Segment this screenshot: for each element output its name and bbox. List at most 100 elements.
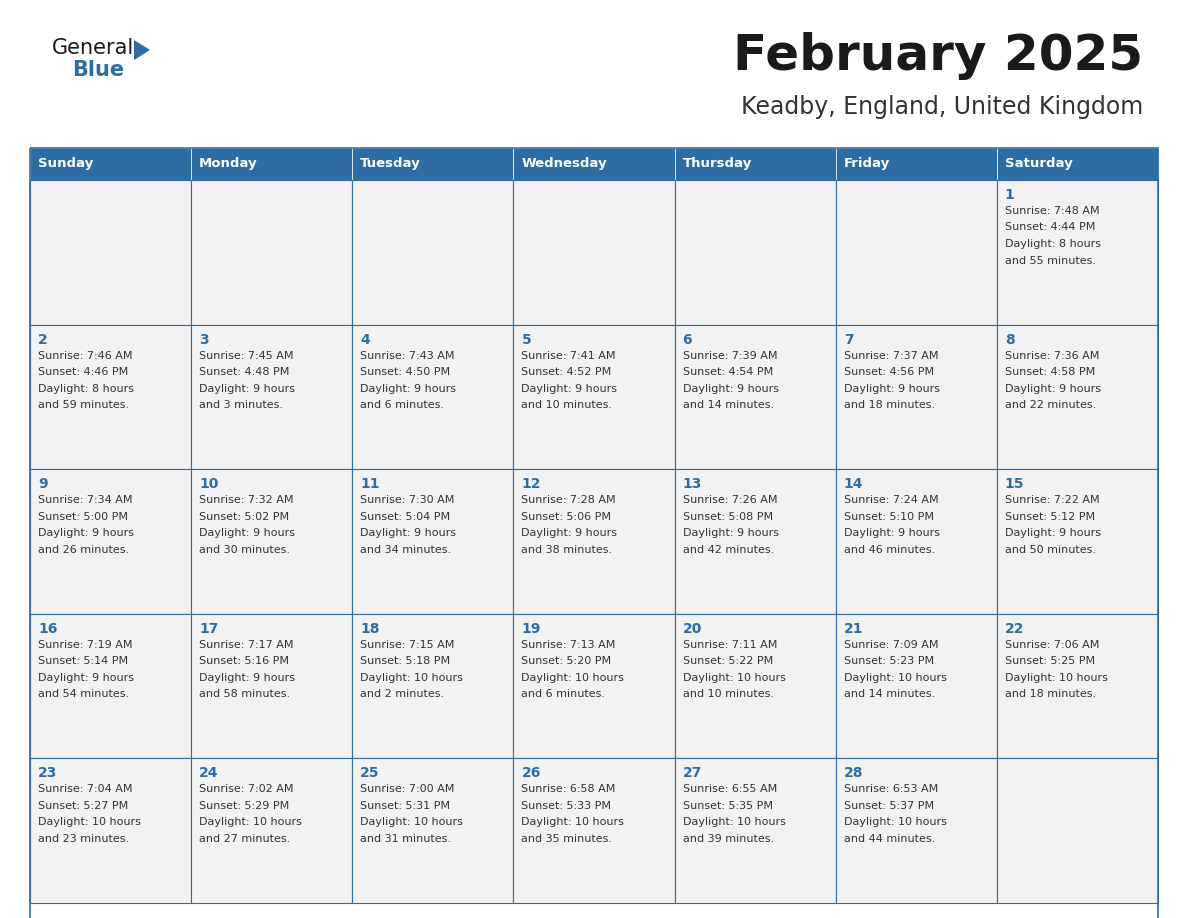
Text: Sunrise: 7:26 AM: Sunrise: 7:26 AM [683, 495, 777, 505]
Text: Daylight: 9 hours: Daylight: 9 hours [522, 384, 618, 394]
Text: and 39 minutes.: and 39 minutes. [683, 834, 773, 844]
Text: Sunset: 5:10 PM: Sunset: 5:10 PM [843, 511, 934, 521]
Text: and 6 minutes.: and 6 minutes. [360, 400, 444, 410]
Bar [513, 325, 675, 469]
Text: Daylight: 10 hours: Daylight: 10 hours [683, 673, 785, 683]
Text: Sunrise: 7:06 AM: Sunrise: 7:06 AM [1005, 640, 1099, 650]
Text: 4: 4 [360, 332, 369, 347]
Text: Sunrise: 7:17 AM: Sunrise: 7:17 AM [200, 640, 293, 650]
Bar [30, 148, 191, 180]
Text: Sunset: 5:08 PM: Sunset: 5:08 PM [683, 511, 772, 521]
Text: and 10 minutes.: and 10 minutes. [683, 689, 773, 700]
Bar [675, 614, 835, 758]
Text: 23: 23 [38, 767, 57, 780]
Text: Daylight: 9 hours: Daylight: 9 hours [38, 528, 134, 538]
Text: Daylight: 8 hours: Daylight: 8 hours [1005, 239, 1101, 249]
Text: General: General [52, 38, 134, 58]
Text: Sunrise: 7:36 AM: Sunrise: 7:36 AM [1005, 351, 1099, 361]
Text: Sunset: 4:48 PM: Sunset: 4:48 PM [200, 367, 290, 377]
Text: Sunset: 4:54 PM: Sunset: 4:54 PM [683, 367, 773, 377]
Text: 2: 2 [38, 332, 48, 347]
Text: 11: 11 [360, 477, 380, 491]
Bar [675, 180, 835, 325]
Text: 27: 27 [683, 767, 702, 780]
Text: Monday: Monday [200, 158, 258, 171]
Text: and 27 minutes.: and 27 minutes. [200, 834, 290, 844]
Bar [30, 148, 1158, 918]
Bar [30, 758, 191, 903]
Text: 5: 5 [522, 332, 531, 347]
Text: Daylight: 9 hours: Daylight: 9 hours [683, 528, 778, 538]
Bar [835, 469, 997, 614]
Text: Sunset: 4:56 PM: Sunset: 4:56 PM [843, 367, 934, 377]
Text: and 26 minutes.: and 26 minutes. [38, 544, 129, 554]
Text: Daylight: 9 hours: Daylight: 9 hours [1005, 528, 1101, 538]
Text: Sunset: 5:00 PM: Sunset: 5:00 PM [38, 511, 128, 521]
Text: Sunset: 4:46 PM: Sunset: 4:46 PM [38, 367, 128, 377]
Text: and 22 minutes.: and 22 minutes. [1005, 400, 1097, 410]
Text: and 46 minutes.: and 46 minutes. [843, 544, 935, 554]
Bar [835, 180, 997, 325]
Text: and 42 minutes.: and 42 minutes. [683, 544, 773, 554]
Text: Sunrise: 7:43 AM: Sunrise: 7:43 AM [360, 351, 455, 361]
Text: and 54 minutes.: and 54 minutes. [38, 689, 129, 700]
Text: Sunrise: 7:19 AM: Sunrise: 7:19 AM [38, 640, 133, 650]
Text: Sunset: 5:06 PM: Sunset: 5:06 PM [522, 511, 612, 521]
Text: Sunrise: 7:39 AM: Sunrise: 7:39 AM [683, 351, 777, 361]
Text: Sunset: 5:18 PM: Sunset: 5:18 PM [360, 656, 450, 666]
Text: 18: 18 [360, 621, 380, 636]
Text: and 2 minutes.: and 2 minutes. [360, 689, 444, 700]
Text: 19: 19 [522, 621, 541, 636]
Text: Daylight: 9 hours: Daylight: 9 hours [200, 384, 295, 394]
Text: and 38 minutes.: and 38 minutes. [522, 544, 613, 554]
Text: Sunset: 5:31 PM: Sunset: 5:31 PM [360, 800, 450, 811]
Text: 12: 12 [522, 477, 541, 491]
Text: 9: 9 [38, 477, 48, 491]
Bar [30, 325, 191, 469]
Text: Daylight: 10 hours: Daylight: 10 hours [522, 673, 625, 683]
Text: February 2025: February 2025 [733, 32, 1143, 80]
Text: Sunset: 5:16 PM: Sunset: 5:16 PM [200, 656, 289, 666]
Text: 7: 7 [843, 332, 853, 347]
Text: Sunrise: 7:37 AM: Sunrise: 7:37 AM [843, 351, 939, 361]
Text: and 14 minutes.: and 14 minutes. [683, 400, 773, 410]
Text: and 34 minutes.: and 34 minutes. [360, 544, 451, 554]
Text: Sunrise: 7:15 AM: Sunrise: 7:15 AM [360, 640, 455, 650]
Bar [191, 148, 353, 180]
Text: Sunset: 5:27 PM: Sunset: 5:27 PM [38, 800, 128, 811]
Bar [191, 614, 353, 758]
Text: 25: 25 [360, 767, 380, 780]
Bar [997, 469, 1158, 614]
Text: and 55 minutes.: and 55 minutes. [1005, 255, 1095, 265]
Text: Sunset: 5:04 PM: Sunset: 5:04 PM [360, 511, 450, 521]
Text: and 23 minutes.: and 23 minutes. [38, 834, 129, 844]
Bar [675, 325, 835, 469]
Bar [513, 148, 675, 180]
Text: Daylight: 9 hours: Daylight: 9 hours [200, 673, 295, 683]
Bar [675, 758, 835, 903]
Text: Sunset: 4:50 PM: Sunset: 4:50 PM [360, 367, 450, 377]
Text: Sunrise: 7:41 AM: Sunrise: 7:41 AM [522, 351, 615, 361]
Text: Daylight: 9 hours: Daylight: 9 hours [522, 528, 618, 538]
Text: Daylight: 9 hours: Daylight: 9 hours [360, 528, 456, 538]
Text: Sunrise: 7:30 AM: Sunrise: 7:30 AM [360, 495, 455, 505]
Text: 28: 28 [843, 767, 864, 780]
Text: Daylight: 10 hours: Daylight: 10 hours [360, 673, 463, 683]
Text: Sunset: 5:02 PM: Sunset: 5:02 PM [200, 511, 289, 521]
Text: 21: 21 [843, 621, 864, 636]
Text: and 59 minutes.: and 59 minutes. [38, 400, 129, 410]
Text: 26: 26 [522, 767, 541, 780]
Text: Sunset: 5:37 PM: Sunset: 5:37 PM [843, 800, 934, 811]
Text: 16: 16 [38, 621, 57, 636]
Text: Sunset: 5:23 PM: Sunset: 5:23 PM [843, 656, 934, 666]
Text: Saturday: Saturday [1005, 158, 1073, 171]
Text: Sunrise: 7:04 AM: Sunrise: 7:04 AM [38, 784, 133, 794]
Text: Blue: Blue [72, 60, 124, 80]
Text: Sunrise: 6:53 AM: Sunrise: 6:53 AM [843, 784, 939, 794]
Text: and 35 minutes.: and 35 minutes. [522, 834, 613, 844]
Bar [997, 180, 1158, 325]
Bar [353, 614, 513, 758]
Text: 6: 6 [683, 332, 693, 347]
Bar [835, 148, 997, 180]
Text: Sunset: 5:14 PM: Sunset: 5:14 PM [38, 656, 128, 666]
